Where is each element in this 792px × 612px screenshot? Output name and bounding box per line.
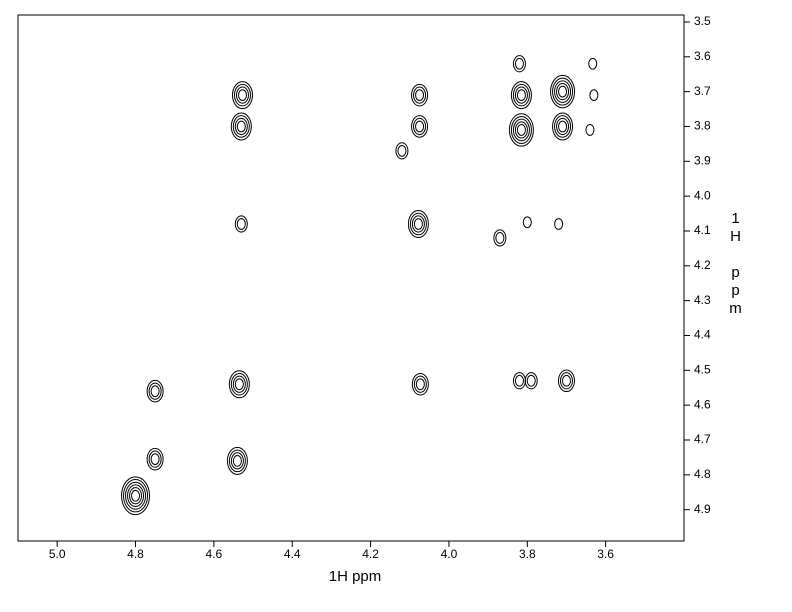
y-tick-label: 4.4	[694, 328, 711, 342]
peak-contour	[585, 124, 595, 136]
y-tick-label: 3.5	[694, 14, 711, 28]
y-tick-label: 3.9	[694, 153, 711, 167]
x-axis-title: 1H ppm	[329, 568, 382, 585]
y-tick-label: 3.7	[694, 84, 711, 98]
peak-contour	[512, 372, 526, 390]
peak-contour	[588, 57, 598, 70]
peak-contour	[226, 446, 248, 475]
y-tick-label: 3.6	[694, 49, 711, 63]
y-tick-label: 4.0	[694, 188, 711, 202]
plot-frame	[17, 14, 685, 542]
peak-contour	[524, 372, 538, 390]
peak-contour	[552, 112, 574, 141]
peak-contour	[522, 216, 532, 229]
peak-contour	[407, 210, 429, 239]
x-tick-label: 4.6	[206, 547, 223, 561]
peak-contour	[411, 373, 429, 396]
peak-contour	[146, 447, 164, 471]
peak-contour	[550, 74, 576, 109]
x-tick-label: 4.0	[441, 547, 458, 561]
x-tick-label: 4.2	[362, 547, 379, 561]
x-tick-label: 4.8	[127, 547, 144, 561]
peak-contour	[554, 218, 564, 230]
y-tick-label: 4.3	[694, 293, 711, 307]
y-tick-label: 4.9	[694, 502, 711, 516]
peak-contour	[395, 142, 409, 160]
y-tick-label: 4.7	[694, 432, 711, 446]
x-tick-label: 3.8	[519, 547, 536, 561]
x-tick-label: 3.6	[597, 547, 614, 561]
peak-contour	[146, 379, 164, 403]
peak-contour	[512, 55, 526, 73]
peak-contour	[234, 215, 248, 233]
y-tick-label: 4.2	[694, 258, 711, 272]
peak-contour	[508, 113, 534, 147]
x-tick-label: 4.4	[284, 547, 301, 561]
peak-contour	[228, 370, 250, 399]
peak-contour	[557, 369, 575, 392]
y-tick-label: 4.5	[694, 362, 711, 376]
peak-contour	[493, 229, 507, 247]
x-tick-label: 5.0	[49, 547, 66, 561]
y-tick-label: 3.8	[694, 119, 711, 133]
y-tick-label: 4.6	[694, 397, 711, 411]
peak-contour	[231, 81, 253, 110]
peak-contour	[121, 476, 151, 516]
peak-contour	[589, 89, 599, 101]
y-axis-title: 1H ppm	[727, 210, 744, 318]
peak-contour	[230, 112, 252, 141]
y-tick-label: 4.8	[694, 467, 711, 481]
peak-contour	[411, 115, 429, 138]
peak-contour	[411, 83, 429, 107]
y-tick-label: 4.1	[694, 223, 711, 237]
peak-contour	[510, 81, 532, 110]
